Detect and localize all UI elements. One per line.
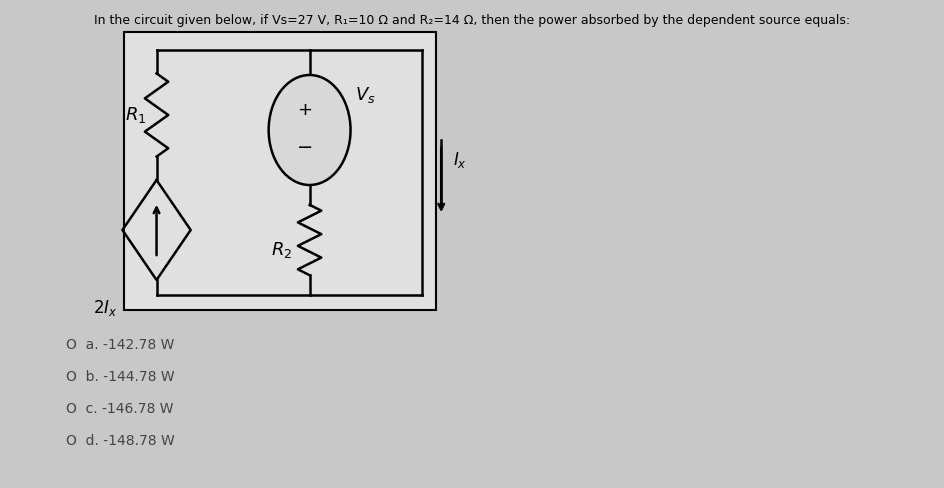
Text: +: +	[297, 101, 312, 119]
Text: O  d. -148.78 W: O d. -148.78 W	[66, 434, 175, 448]
Text: $V_s$: $V_s$	[355, 85, 376, 105]
Text: $R_1$: $R_1$	[126, 105, 146, 125]
Text: In the circuit given below, if Vs=27 V, R₁=10 Ω and R₂=14 Ω, then the power abso: In the circuit given below, if Vs=27 V, …	[94, 14, 850, 27]
Text: $R_2$: $R_2$	[271, 240, 292, 260]
Text: $I_x$: $I_x$	[452, 150, 466, 170]
Ellipse shape	[268, 75, 350, 185]
Text: O  c. -146.78 W: O c. -146.78 W	[66, 402, 173, 416]
Text: $2I_x$: $2I_x$	[93, 298, 117, 318]
Text: −: −	[296, 139, 312, 158]
Text: O  a. -142.78 W: O a. -142.78 W	[66, 338, 174, 352]
Bar	[125, 32, 436, 310]
Text: O  b. -144.78 W: O b. -144.78 W	[66, 370, 175, 384]
